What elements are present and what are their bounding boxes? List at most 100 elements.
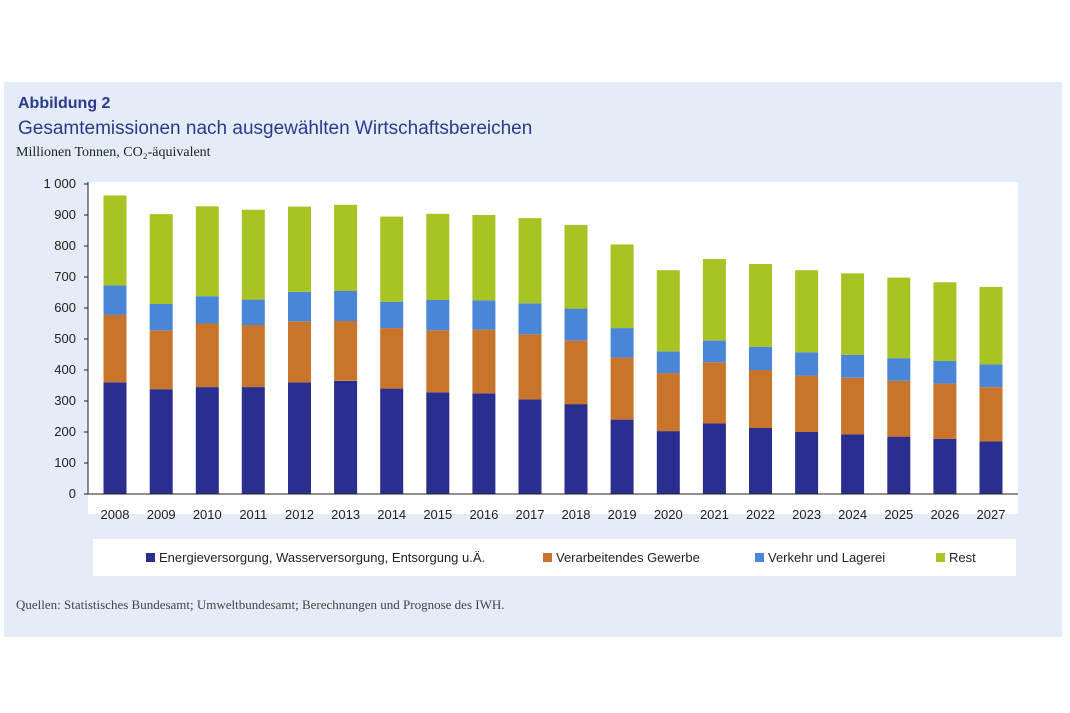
y-tick-label: 400: [54, 362, 76, 377]
x-tick-label: 2012: [285, 507, 314, 522]
x-tick-label: 2010: [193, 507, 222, 522]
bar-segment-2020-series-1: [656, 431, 680, 494]
bar-segment-2023-series-3: [795, 352, 819, 376]
bar-segment-2015-series-3: [426, 299, 450, 331]
bar-segment-2011-series-3: [241, 299, 265, 325]
source-note: Quellen: Statistisches Bundesamt; Umwelt…: [16, 597, 505, 612]
legend-label: Rest: [949, 550, 976, 565]
y-tick-label: 300: [54, 393, 76, 408]
bar-segment-2018-series-4: [564, 224, 588, 309]
bar-segment-2021-series-3: [702, 340, 726, 363]
bar-segment-2008-series-4: [103, 195, 127, 286]
legend-swatch: [755, 553, 764, 562]
bar-segment-2010-series-2: [195, 323, 219, 388]
x-tick-label: 2014: [377, 507, 406, 522]
bar-segment-2014-series-2: [380, 328, 404, 389]
chart-unit: Millionen Tonnen, CO₂-äquivalent: [16, 145, 211, 160]
bar-segment-2026-series-2: [933, 383, 957, 439]
bar-segment-2011-series-1: [241, 387, 265, 494]
bar-segment-2013-series-1: [334, 380, 358, 494]
x-tick-label: 2027: [977, 507, 1006, 522]
bar-segment-2024-series-3: [841, 354, 865, 378]
bar-segment-2025-series-3: [887, 358, 911, 381]
bar-segment-2010-series-4: [195, 206, 219, 297]
bar-segment-2023-series-2: [795, 375, 819, 432]
x-tick-label: 2013: [331, 507, 360, 522]
figure-label: Abbildung 2: [18, 95, 111, 112]
y-tick-label: 700: [54, 269, 76, 284]
x-tick-label: 2017: [516, 507, 545, 522]
bar-segment-2009-series-1: [149, 389, 173, 494]
x-tick-label: 2026: [930, 507, 959, 522]
y-tick-label: 100: [54, 455, 76, 470]
bar-segment-2025-series-1: [887, 436, 911, 494]
bar-segment-2017-series-1: [518, 399, 542, 494]
legend-item: Energieversorgung, Wasserversorgung, Ent…: [146, 550, 485, 565]
bar-segment-2027-series-1: [979, 441, 1003, 494]
bar-segment-2018-series-1: [564, 404, 588, 494]
y-tick-label: 900: [54, 207, 76, 222]
bar-segment-2020-series-4: [656, 270, 680, 352]
bar-segment-2026-series-3: [933, 361, 957, 384]
bar-segment-2008-series-3: [103, 285, 127, 315]
bar-segment-2010-series-1: [195, 387, 219, 494]
legend-swatch: [146, 553, 155, 562]
y-tick-label: 1 000: [43, 176, 76, 191]
bar-segment-2008-series-1: [103, 382, 127, 494]
y-tick-label: 200: [54, 424, 76, 439]
bar-segment-2024-series-4: [841, 273, 865, 355]
bar-segment-2012-series-3: [288, 291, 311, 322]
bar-segment-2017-series-3: [518, 303, 542, 335]
bar-segment-2017-series-2: [518, 334, 542, 400]
bar-segment-2023-series-1: [795, 432, 819, 494]
y-tick-label: 800: [54, 238, 76, 253]
bar-segment-2012-series-4: [288, 206, 311, 292]
bar-segment-2016-series-1: [472, 393, 496, 495]
x-tick-label: 2022: [746, 507, 775, 522]
bar-segment-2025-series-2: [887, 380, 911, 437]
bar-segment-2022-series-1: [749, 428, 772, 494]
bar-segment-2025-series-4: [887, 277, 911, 359]
bar-segment-2014-series-3: [380, 301, 404, 329]
x-tick-label: 2020: [654, 507, 683, 522]
legend: Energieversorgung, Wasserversorgung, Ent…: [93, 539, 1016, 576]
bar-segment-2013-series-4: [334, 204, 358, 291]
x-tick-label: 2009: [147, 507, 176, 522]
bar-segment-2009-series-3: [149, 304, 173, 331]
bar-segment-2009-series-4: [149, 214, 173, 304]
bar-segment-2016-series-4: [472, 215, 496, 301]
legend-item: Verkehr und Lagerei: [755, 550, 885, 565]
bar-segment-2019-series-1: [610, 419, 634, 494]
bar-segment-2024-series-1: [841, 434, 865, 494]
bar-segment-2027-series-3: [979, 364, 1003, 387]
bar-segment-2021-series-1: [702, 423, 726, 494]
bar-segment-2022-series-4: [749, 264, 772, 347]
chart-title: Gesamtemissionen nach ausgewählten Wirts…: [18, 118, 533, 139]
bar-segment-2026-series-4: [933, 282, 957, 361]
bar-segment-2012-series-2: [288, 321, 311, 383]
y-tick-label: 0: [69, 486, 76, 501]
bar-segment-2021-series-4: [702, 259, 726, 341]
x-tick-label: 2016: [469, 507, 498, 522]
bar-segment-2014-series-4: [380, 216, 404, 302]
bar-segment-2021-series-2: [702, 362, 726, 424]
x-tick-label: 2023: [792, 507, 821, 522]
bar-segment-2011-series-4: [241, 209, 265, 300]
bar-segment-2022-series-2: [749, 370, 772, 428]
bar-segment-2020-series-3: [656, 351, 680, 374]
bar-segment-2014-series-1: [380, 388, 404, 494]
bar-segment-2019-series-2: [610, 357, 634, 420]
legend-label: Verkehr und Lagerei: [768, 550, 886, 565]
stacked-bar-chart: 2008 2009 2010 2011 2012 2013 2014 2015 2016 2017…: [43, 176, 1018, 522]
bar-segment-2027-series-2: [979, 387, 1003, 442]
bar-segment-2022-series-3: [749, 346, 772, 371]
bar-segment-2024-series-2: [841, 377, 865, 435]
legend-item: Verarbeitendes Gewerbe: [543, 550, 700, 565]
legend-swatch: [543, 553, 552, 562]
x-tick-label: 2019: [608, 507, 637, 522]
bar-segment-2008-series-2: [103, 314, 127, 383]
x-tick-label: 2021: [700, 507, 729, 522]
bar-segment-2009-series-2: [149, 330, 173, 390]
bar-segment-2016-series-2: [472, 329, 496, 394]
x-tick-label: 2018: [562, 507, 591, 522]
